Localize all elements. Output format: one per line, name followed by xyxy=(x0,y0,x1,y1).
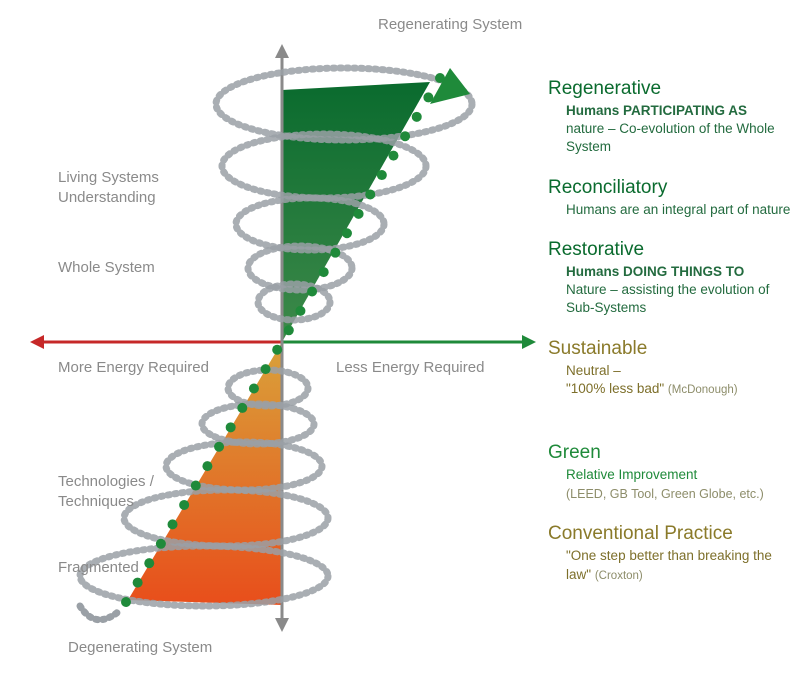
label-whole-system: Whole System xyxy=(58,258,155,278)
label-living-systems: Living Systems xyxy=(58,168,159,188)
desc-sustainable: Neutral – "100% less bad" (McDonough) xyxy=(566,362,798,399)
title-green: Green xyxy=(548,442,798,464)
entry-restorative: Restorative Humans DOING THINGS TO Natur… xyxy=(548,239,798,318)
desc-restorative: Humans DOING THINGS TO Nature – assistin… xyxy=(566,263,798,318)
label-technologies: Technologies / xyxy=(58,472,154,492)
title-regenerative: Regenerative xyxy=(548,78,798,100)
title-sustainable: Sustainable xyxy=(548,338,798,360)
text-regen-bold: Humans PARTICIPATING AS xyxy=(566,103,747,118)
text-green-2: (LEED, GB Tool, Green Globe, etc.) xyxy=(566,487,764,501)
text-sust-1: Neutral – xyxy=(566,363,621,378)
spiral-arrowhead-icon xyxy=(430,68,470,104)
entry-sustainable: Sustainable Neutral – "100% less bad" (M… xyxy=(548,338,798,399)
text-rest-bold: Humans DOING THINGS TO xyxy=(566,264,744,279)
desc-regenerative: Humans PARTICIPATING AS nature – Co-evol… xyxy=(566,102,798,157)
entry-reconciliatory: Reconciliatory Humans are an integral pa… xyxy=(548,177,798,219)
entry-regenerative: Regenerative Humans PARTICIPATING AS nat… xyxy=(548,78,798,157)
spiral-tail xyxy=(80,606,118,620)
label-fragmented: Fragmented xyxy=(58,558,139,578)
title-conventional: Conventional Practice xyxy=(548,523,798,545)
label-techniques: Techniques xyxy=(58,492,134,512)
desc-conventional: "One step better than breaking the law" … xyxy=(566,547,798,584)
entry-green: Green Relative Improvement (LEED, GB Too… xyxy=(548,442,798,503)
text-sust-2: "100% less bad" xyxy=(566,381,664,396)
text-green-1: Relative Improvement xyxy=(566,466,798,484)
right-panel: Regenerative Humans PARTICIPATING AS nat… xyxy=(548,78,798,604)
title-reconciliatory: Reconciliatory xyxy=(548,177,798,199)
title-restorative: Restorative xyxy=(548,239,798,261)
text-conv-cite: (Croxton) xyxy=(595,570,643,582)
label-more-energy: More Energy Required xyxy=(58,358,209,378)
label-degenerating-system: Degenerating System xyxy=(68,638,212,658)
text-regen-2a: nature – xyxy=(566,121,619,136)
desc-reconciliatory: Humans are an integral part of nature xyxy=(566,201,798,219)
label-understanding: Understanding xyxy=(58,188,156,208)
text-rest-2a: Nature – xyxy=(566,282,622,297)
label-less-energy: Less Energy Required xyxy=(336,358,484,378)
diagram-stage: Regenerating System Degenerating System … xyxy=(0,0,808,680)
desc-green: Relative Improvement (LEED, GB Tool, Gre… xyxy=(566,466,798,503)
label-regenerating-system: Regenerating System xyxy=(378,15,522,35)
entry-conventional: Conventional Practice "One step better t… xyxy=(548,523,798,584)
text-sust-cite: (McDonough) xyxy=(668,384,738,396)
